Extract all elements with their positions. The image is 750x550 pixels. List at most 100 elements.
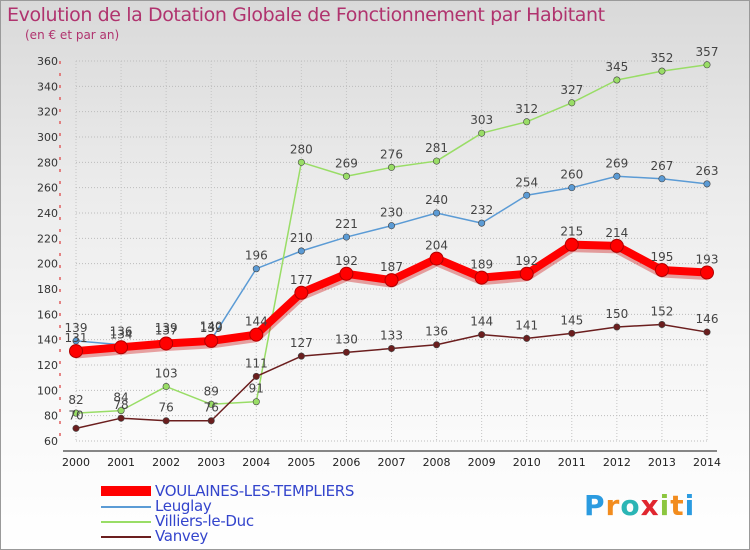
data-label: 131 bbox=[65, 331, 88, 345]
y-tick-label: 120 bbox=[37, 359, 58, 372]
data-label: 134 bbox=[110, 327, 133, 341]
data-label: 136 bbox=[425, 325, 448, 339]
data-point-2 bbox=[207, 400, 215, 408]
logo-letter: x bbox=[640, 489, 660, 522]
data-label: 189 bbox=[470, 258, 493, 272]
x-tick-label: 2001 bbox=[107, 456, 135, 469]
data-point-3 bbox=[658, 320, 666, 328]
x-tick-label: 2002 bbox=[152, 456, 180, 469]
data-label: 204 bbox=[425, 239, 448, 253]
data-label: 137 bbox=[155, 323, 178, 337]
data-label: 195 bbox=[650, 250, 673, 264]
data-label: 139 bbox=[200, 321, 223, 335]
data-label: 89 bbox=[204, 384, 219, 398]
data-label: 140 bbox=[200, 320, 223, 334]
x-tick-label: 2004 bbox=[242, 456, 270, 469]
x-tick-label: 2008 bbox=[423, 456, 451, 469]
data-point-3 bbox=[207, 417, 215, 425]
data-point-voulaines bbox=[654, 263, 669, 277]
legend-label: VOULAINES-LES-TEMPLIERS bbox=[155, 482, 355, 500]
proxiti-logo: Proxiti bbox=[584, 489, 695, 522]
data-point-2 bbox=[72, 409, 80, 417]
data-point-voulaines bbox=[519, 266, 534, 281]
data-label: 133 bbox=[380, 329, 403, 343]
data-point-3 bbox=[568, 329, 576, 337]
x-tick-label: 2014 bbox=[693, 456, 721, 469]
data-point-3 bbox=[523, 334, 531, 342]
data-point-2 bbox=[162, 383, 170, 391]
y-tick-label: 100 bbox=[37, 384, 58, 397]
logo-letter: i bbox=[684, 489, 696, 522]
data-point-1 bbox=[252, 265, 260, 273]
data-point-2 bbox=[523, 118, 531, 126]
y-tick-label: 280 bbox=[37, 156, 58, 169]
x-tick-label: 2003 bbox=[197, 456, 225, 469]
data-label: 215 bbox=[560, 225, 583, 239]
data-point-1 bbox=[613, 172, 621, 180]
data-label: 281 bbox=[425, 141, 448, 155]
logo-letter: o bbox=[620, 489, 641, 522]
data-label: 193 bbox=[696, 253, 719, 267]
data-point-voulaines bbox=[69, 344, 83, 359]
data-label: 352 bbox=[650, 51, 673, 65]
data-point-voulaines bbox=[249, 327, 264, 342]
data-label: 230 bbox=[380, 206, 403, 220]
data-point-voulaines bbox=[339, 266, 354, 281]
data-label: 111 bbox=[245, 356, 268, 370]
data-label: 91 bbox=[249, 382, 264, 396]
x-tick-label: 2000 bbox=[62, 456, 90, 469]
data-point-voulaines bbox=[429, 251, 444, 266]
data-label: 139 bbox=[155, 321, 178, 335]
legend-swatch bbox=[101, 521, 151, 523]
data-label: 139 bbox=[65, 321, 88, 335]
data-label: 78 bbox=[113, 398, 128, 412]
data-label: 221 bbox=[335, 217, 358, 231]
data-label: 144 bbox=[245, 315, 268, 329]
logo-letter: r bbox=[605, 489, 621, 522]
data-label: 276 bbox=[380, 147, 403, 161]
data-point-2 bbox=[433, 157, 441, 165]
data-point-2 bbox=[342, 172, 350, 180]
data-label: 263 bbox=[696, 164, 719, 178]
data-label: 127 bbox=[290, 336, 313, 350]
data-label: 214 bbox=[605, 226, 628, 240]
y-tick-label: 180 bbox=[37, 283, 58, 296]
data-point-voulaines bbox=[609, 238, 624, 253]
data-label: 76 bbox=[159, 401, 174, 415]
logo-letter: i bbox=[659, 489, 671, 522]
data-point-3 bbox=[117, 414, 125, 422]
data-point-2 bbox=[252, 398, 260, 406]
data-point-voulaines bbox=[700, 265, 714, 280]
data-label: 196 bbox=[245, 249, 268, 263]
data-label: 70 bbox=[68, 408, 83, 422]
y-tick-label: 220 bbox=[37, 232, 58, 245]
data-point-1 bbox=[568, 184, 576, 192]
legend-label: Vanvey bbox=[155, 527, 208, 545]
data-label: 103 bbox=[155, 367, 178, 381]
data-label: 280 bbox=[290, 142, 313, 156]
data-label: 146 bbox=[696, 312, 719, 326]
data-point-2 bbox=[117, 407, 125, 415]
data-point-voulaines bbox=[294, 285, 309, 300]
data-label: 267 bbox=[650, 159, 673, 173]
y-tick-label: 260 bbox=[37, 182, 58, 195]
data-point-2 bbox=[297, 158, 305, 166]
data-label: 136 bbox=[110, 325, 133, 339]
data-label: 84 bbox=[113, 391, 128, 405]
data-point-voulaines bbox=[474, 270, 489, 285]
y-tick-label: 360 bbox=[37, 55, 58, 68]
data-point-1 bbox=[523, 191, 531, 199]
data-point-1 bbox=[342, 233, 350, 241]
data-label: 327 bbox=[560, 83, 583, 97]
data-point-1 bbox=[297, 247, 305, 255]
y-tick-label: 160 bbox=[37, 308, 58, 321]
data-point-1 bbox=[387, 222, 395, 230]
data-label: 357 bbox=[696, 45, 719, 59]
data-label: 232 bbox=[470, 203, 493, 217]
data-label: 187 bbox=[380, 260, 403, 274]
data-point-2 bbox=[478, 129, 486, 137]
data-point-3 bbox=[342, 348, 350, 356]
data-label: 130 bbox=[335, 332, 358, 346]
